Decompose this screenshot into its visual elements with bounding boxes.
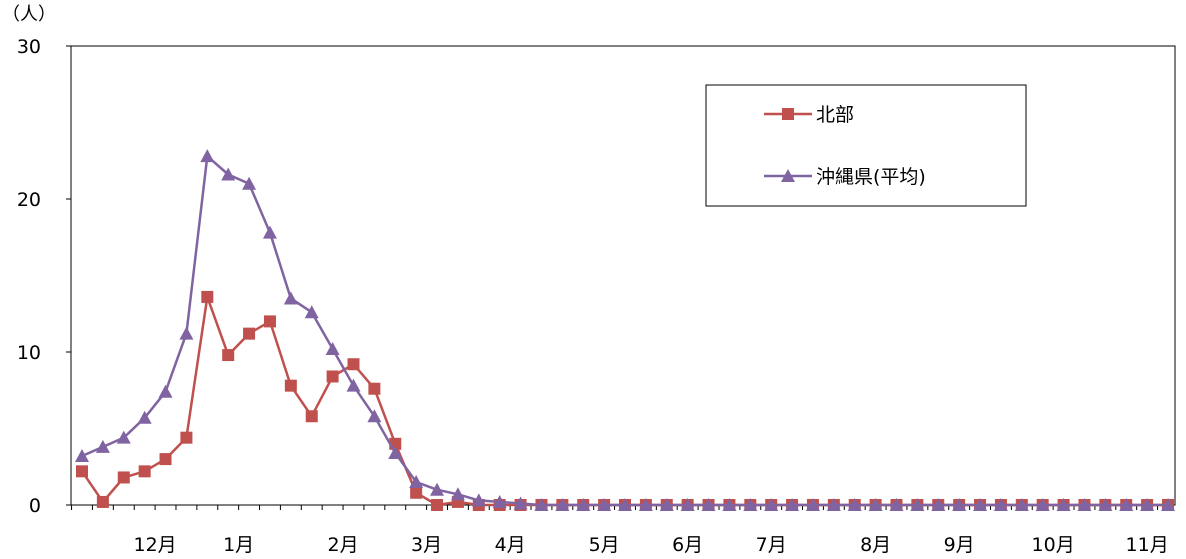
legend: 北部 沖縄県(平均) — [705, 84, 1027, 207]
data-point-okinawa — [179, 326, 194, 340]
y-tick-label: 30 — [17, 36, 41, 58]
data-point-okinawa — [764, 498, 779, 511]
data-point-okinawa — [242, 176, 257, 190]
data-point-okinawa — [1035, 498, 1050, 511]
data-point-okinawa — [325, 341, 340, 355]
data-point-okinawa — [1140, 498, 1155, 511]
data-point-hokubu — [347, 358, 360, 371]
data-point-okinawa — [701, 498, 716, 511]
y-tick-label: 20 — [17, 189, 41, 211]
x-tick-label: 10月 — [1032, 534, 1075, 556]
data-point-okinawa — [1056, 498, 1071, 511]
data-point-okinawa — [450, 487, 465, 501]
data-point-okinawa — [993, 498, 1008, 511]
data-point-hokubu — [263, 315, 276, 328]
data-point-okinawa — [847, 498, 862, 511]
data-point-okinawa — [221, 167, 236, 181]
data-point-okinawa — [576, 498, 591, 511]
data-point-okinawa — [618, 498, 632, 511]
y-tick-label: 10 — [17, 342, 41, 364]
data-point-okinawa — [283, 291, 298, 305]
data-point-hokubu — [222, 349, 235, 362]
data-point-okinawa — [638, 498, 653, 511]
data-point-okinawa — [388, 445, 403, 459]
data-point-okinawa — [304, 305, 319, 319]
data-point-hokubu — [96, 495, 109, 508]
data-point-okinawa — [1119, 498, 1134, 511]
data-point-okinawa — [785, 498, 800, 511]
data-point-hokubu — [284, 379, 297, 392]
data-point-okinawa — [200, 149, 215, 163]
data-point-hokubu — [117, 471, 130, 484]
x-tick-label: 9月 — [944, 534, 975, 556]
x-tick-label: 5月 — [589, 534, 620, 556]
data-point-okinawa — [471, 493, 486, 507]
data-point-hokubu — [180, 431, 193, 444]
data-point-okinawa — [555, 498, 570, 511]
data-point-okinawa — [910, 498, 925, 511]
data-point-okinawa — [805, 498, 820, 511]
data-point-hokubu — [431, 499, 444, 511]
data-point-okinawa — [409, 475, 424, 489]
data-point-okinawa — [597, 498, 612, 511]
data-point-okinawa — [1098, 498, 1113, 511]
data-point-hokubu — [326, 370, 339, 383]
data-point-okinawa — [1161, 498, 1175, 511]
data-point-okinawa — [75, 449, 89, 463]
data-point-okinawa — [513, 496, 528, 510]
data-point-hokubu — [243, 327, 256, 340]
data-point-okinawa — [262, 225, 277, 239]
axes: 0 10 20 30 12月 1月 2月 3月 4月 5月 6月 7月 8月 9月 10月 11月 — [17, 36, 1169, 556]
data-point-okinawa — [1077, 498, 1092, 511]
data-point-okinawa — [973, 498, 988, 511]
data-point-okinawa — [1014, 498, 1029, 511]
legend-box — [705, 84, 1027, 207]
data-point-okinawa — [743, 498, 758, 511]
x-tick-label: 2月 — [328, 534, 359, 556]
data-point-hokubu — [410, 486, 423, 499]
data-point-hokubu — [305, 410, 318, 423]
data-point-hokubu — [159, 453, 172, 466]
data-point-hokubu — [76, 465, 88, 478]
data-point-okinawa — [116, 430, 131, 444]
data-point-okinawa — [680, 498, 695, 511]
data-point-okinawa — [952, 498, 967, 511]
x-tick-label: 6月 — [672, 534, 703, 556]
data-point-okinawa — [534, 498, 549, 511]
data-point-hokubu — [201, 290, 214, 303]
legend-label-hokubu: 北部 — [816, 104, 854, 126]
legend-label-okinawa: 沖縄県(平均) — [816, 166, 926, 188]
x-tick-label: 12月 — [134, 534, 177, 556]
x-tick-label: 11月 — [1126, 534, 1169, 556]
legend-marker-okinawa — [781, 169, 795, 182]
data-point-okinawa — [367, 409, 382, 423]
data-point-okinawa — [889, 498, 904, 511]
data-point-hokubu — [138, 465, 151, 478]
x-tick-label: 4月 — [495, 534, 526, 556]
data-point-okinawa — [158, 384, 173, 398]
y-unit-label: （人） — [2, 4, 56, 25]
data-point-okinawa — [430, 482, 445, 496]
data-point-okinawa — [346, 378, 361, 392]
legend-marker-hokubu — [782, 108, 794, 120]
data-point-okinawa — [826, 498, 841, 511]
data-point-okinawa — [95, 439, 110, 453]
x-tick-label: 3月 — [411, 534, 442, 556]
data-point-okinawa — [868, 498, 883, 511]
data-point-okinawa — [492, 494, 507, 508]
x-tick-label: 1月 — [223, 534, 254, 556]
x-tick-label: 8月 — [860, 534, 891, 556]
data-point-hokubu — [368, 382, 381, 395]
x-tick-label: 7月 — [756, 534, 787, 556]
data-point-okinawa — [722, 498, 737, 511]
data-point-okinawa — [659, 498, 674, 511]
y-tick-label: 0 — [29, 495, 41, 517]
data-point-okinawa — [137, 410, 152, 424]
series-group — [75, 149, 1175, 511]
data-point-okinawa — [931, 498, 946, 511]
